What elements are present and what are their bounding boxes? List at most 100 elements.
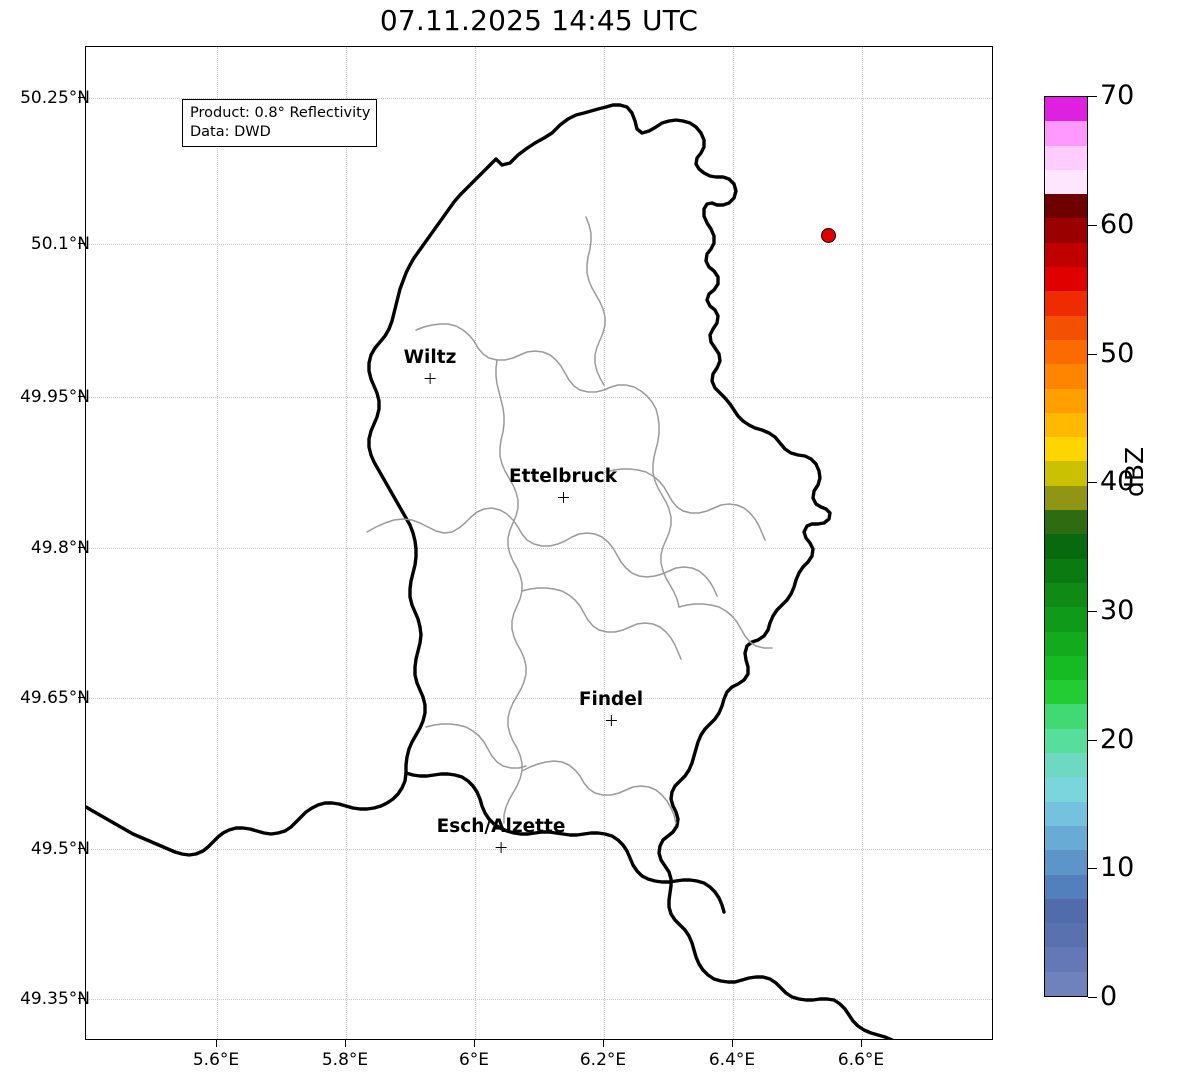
colorbar-band [1045,364,1087,389]
colorbar-band [1045,461,1087,486]
city-name-text: Findel [578,689,644,710]
gridline-horizontal [86,244,992,245]
gridline-horizontal [86,849,992,850]
colorbar-band [1045,97,1087,122]
city-marker-cross-icon [557,491,569,503]
colorbar-band [1045,801,1087,826]
colorbar[interactable] [1044,96,1088,997]
colorbar-band [1045,510,1087,535]
gridline-horizontal [86,999,992,1000]
city-name-text: Wiltz [403,347,457,368]
colorbar-band [1045,898,1087,924]
y-tickmark [78,547,85,548]
canton-border-3 [495,359,527,824]
y-tick-label: 49.35°N [20,989,90,1009]
radar-station-marker-icon[interactable] [821,228,836,243]
colorbar-band [1045,267,1087,292]
x-tick-label: 5.8°E [321,1050,369,1070]
national-border-south [404,771,726,914]
colorbar-band [1045,291,1087,316]
colorbar-band [1045,412,1087,438]
colorbar-band [1045,315,1087,340]
colorbar-band [1045,655,1087,681]
product-info-box: Product: 0.8° Reflectivity Data: DWD [182,99,378,148]
colorbar-band [1045,874,1087,899]
colorbar-band [1045,388,1087,413]
colorbar-tick-label: 40 [1100,466,1135,497]
x-tickmark [216,1040,217,1047]
gridline-vertical [862,47,863,1039]
colorbar-tick-label: 60 [1100,209,1135,240]
colorbar-tickmark [1088,997,1097,998]
national-border-west-south [86,163,492,857]
colorbar-band [1045,680,1087,705]
product-line: Product: 0.8° Reflectivity [190,105,371,121]
x-tick-label: 6°E [458,1050,490,1070]
colorbar-tickmark [1088,225,1097,226]
x-tickmark [603,1040,604,1047]
city-label-ettelbruck: Ettelbruck [508,466,618,503]
y-tick-label: 50.1°N [30,234,90,254]
city-marker-cross-icon [495,841,507,853]
x-tickmark [345,1040,346,1047]
gridline-horizontal [86,98,992,99]
colorbar-band [1045,631,1087,656]
colorbar-band [1045,558,1087,583]
colorbar-tick-label: 30 [1100,595,1135,626]
colorbar-tickmark [1088,354,1097,355]
colorbar-band [1045,242,1087,268]
y-tick-label: 49.65°N [20,688,90,708]
colorbar-tick-label: 50 [1100,338,1135,369]
gridline-horizontal [86,548,992,549]
colorbar-tick-label: 0 [1100,981,1118,1012]
colorbar-band [1045,437,1087,462]
colorbar-band [1045,850,1087,875]
gridline-vertical [733,47,734,1039]
colorbar-band [1045,339,1087,365]
canton-border-2 [415,323,657,410]
y-tickmark [78,396,85,397]
colorbar-band [1045,728,1087,754]
colorbar-band [1045,218,1087,243]
x-tick-label: 6.2°E [579,1050,627,1070]
city-label-esch-alzette: Esch/Alzette [436,816,566,853]
city-marker-cross-icon [605,714,617,726]
city-name-text: Ettelbruck [508,466,618,487]
colorbar-band [1045,194,1087,219]
x-tick-label: 6.4°E [708,1050,756,1070]
colorbar-tick-label: 10 [1100,852,1135,883]
city-label-wiltz: Wiltz [403,347,457,384]
colorbar-band [1045,121,1087,146]
x-tickmark [474,1040,475,1047]
colorbar-band [1045,947,1087,972]
gridline-vertical [475,47,476,1039]
colorbar-band [1045,534,1087,559]
colorbar-tickmark [1088,482,1097,483]
colorbar-band [1045,485,1087,511]
colorbar-band [1045,777,1087,802]
x-tick-label: 6.6°E [837,1050,885,1070]
y-tickmark [78,998,85,999]
x-tick-label: 5.6°E [192,1050,240,1070]
canton-border-5 [605,468,766,541]
colorbar-tick-label: 70 [1100,80,1135,111]
y-tick-label: 50.25°N [20,88,90,108]
canton-border-8 [425,723,527,769]
city-name-text: Esch/Alzette [436,816,566,837]
x-tickmark [732,1040,733,1047]
y-tick-label: 49.5°N [30,839,90,859]
map-plot-area[interactable]: Product: 0.8° Reflectivity Data: DWD [85,46,993,1040]
y-tickmark [78,848,85,849]
data-source-line: Data: DWD [190,123,271,140]
colorbar-band [1045,704,1087,729]
gridline-vertical [346,47,347,1039]
gridline-vertical [217,47,218,1039]
boundary-layer [86,103,894,1039]
national-border-luxembourg [488,103,894,1039]
x-tickmark [861,1040,862,1047]
canton-border-6 [521,587,682,660]
colorbar-axis-label: dBZ [1120,446,1149,497]
colorbar-tickmark [1088,96,1097,97]
colorbar-band [1045,582,1087,608]
